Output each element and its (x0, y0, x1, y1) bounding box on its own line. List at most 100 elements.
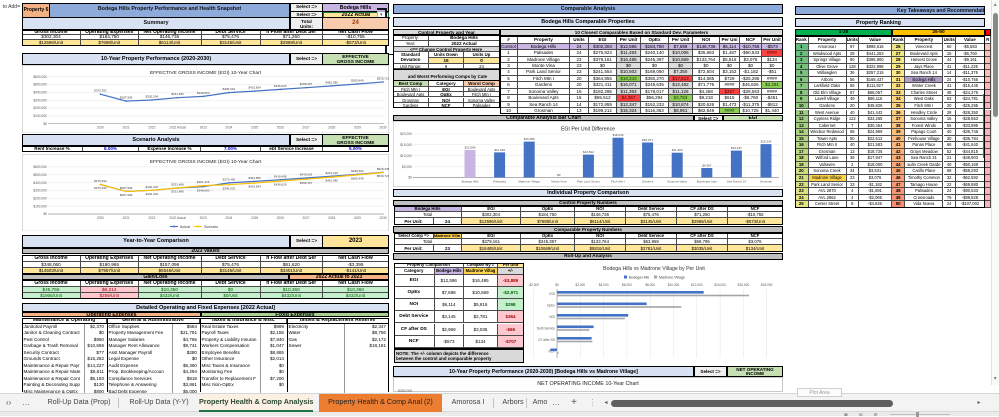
svg-text:Madrone Village: Madrone Village (518, 179, 540, 183)
svg-text:$505,449: $505,449 (351, 78, 364, 82)
svg-text:$331,486: $331,486 (171, 182, 184, 186)
svg-text:2022: 2022 (148, 216, 155, 220)
svg-text:2022 Actual: 2022 Actual (169, 125, 186, 129)
svg-text:$5,000: $5,000 (402, 165, 412, 169)
svg-text:Bodega Hills: Bodega Hills (629, 276, 649, 280)
svg-text:$375,392: $375,392 (94, 88, 107, 92)
svg-text:$4,000: $4,000 (599, 283, 609, 287)
svg-text:2021: 2021 (123, 125, 130, 129)
svg-text:Park Land Senior: Park Land Senior (577, 179, 600, 183)
svg-text:$16,000: $16,000 (738, 283, 750, 287)
svg-text:$458,457: $458,457 (300, 82, 313, 86)
svg-text:2028: 2028 (328, 125, 335, 129)
svg-text:$361,375: $361,375 (197, 180, 210, 184)
svg-text:2030: 2030 (380, 216, 387, 220)
svg-text:$12,347: $12,347 (731, 146, 742, 150)
svg-text:Gardens: Gardens (642, 179, 654, 183)
svg-text:$14,000: $14,000 (714, 283, 726, 287)
svg-text:$16,071: $16,071 (642, 138, 653, 142)
svg-text:$481,380: $481,380 (325, 80, 338, 84)
svg-text:2024: 2024 (225, 125, 232, 129)
svg-text:$302,304: $302,304 (146, 184, 159, 188)
svg-text:$10,000: $10,000 (400, 154, 412, 158)
svg-text:Madrone Village: Madrone Village (659, 276, 685, 280)
svg-text:2020: 2020 (97, 216, 104, 220)
svg-text:$500,000: $500,000 (33, 82, 47, 86)
svg-text:$0: $0 (408, 176, 412, 180)
svg-text:Debt Service: Debt Service (537, 327, 555, 331)
svg-text:2026: 2026 (277, 125, 284, 129)
svg-text:Bodega Hills: Bodega Hills (462, 179, 479, 183)
svg-text:$498,402: $498,402 (351, 168, 364, 172)
svg-text:$15,324: $15,324 (761, 140, 772, 144)
svg-text:$530,721: $530,721 (377, 76, 389, 80)
svg-text:2021: 2021 (123, 216, 130, 220)
svg-text:$400,000: $400,000 (33, 90, 47, 94)
svg-text:$600,000: $600,000 (33, 75, 47, 79)
svg-text:$375,392: $375,392 (94, 179, 107, 183)
svg-text:2024: 2024 (225, 216, 232, 220)
svg-text:NOI: NOI (549, 315, 555, 319)
svg-text:$16,485: $16,485 (524, 137, 535, 141)
svg-text:$470,219: $470,219 (325, 170, 338, 174)
svg-text:$287,909: $287,909 (120, 186, 133, 190)
svg-text:NCF: NCF (548, 350, 555, 354)
svg-text:$396,032: $396,032 (223, 186, 236, 190)
svg-text:Boulevard Apts: Boulevard Apts (697, 179, 718, 183)
svg-text:Bodega Hills vs Madrone Villag: Bodega Hills vs Madrone Village by Per U… (603, 266, 705, 272)
svg-text:$302,304: $302,304 (146, 191, 159, 195)
svg-text:$300,000: $300,000 (33, 98, 47, 102)
svg-text:$287,909: $287,909 (120, 95, 133, 99)
svg-text:2028: 2028 (328, 216, 335, 220)
svg-text:2023: 2023 (200, 125, 207, 129)
svg-text:$436,626: $436,626 (274, 182, 287, 186)
svg-text:EFFECTIVE GROSS INCOME (EGI) 1: EFFECTIVE GROSS INCOME (EGI) 10-Year Cha… (150, 70, 262, 76)
svg-text:$436,626: $436,626 (274, 84, 287, 88)
svg-text:2026: 2026 (277, 216, 284, 220)
svg-text:$348,060: $348,060 (197, 188, 210, 192)
svg-text:EGI: EGI (550, 292, 556, 296)
svg-text:$394,805: $394,805 (248, 176, 261, 180)
svg-text:2023: 2023 (200, 216, 207, 220)
svg-text:$348,060: $348,060 (197, 91, 210, 95)
svg-text:2027: 2027 (302, 216, 309, 220)
svg-text:$2,000: $2,000 (575, 283, 585, 287)
svg-text:$500,000: $500,000 (33, 172, 47, 176)
svg-text:2029: 2029 (354, 216, 361, 220)
svg-text:$396,032: $396,032 (223, 87, 236, 91)
svg-text:$373,456: $373,456 (223, 177, 236, 181)
svg-text:$300,000: $300,000 (33, 188, 47, 192)
svg-text:2022: 2022 (148, 125, 155, 129)
svg-text:$15,000: $15,000 (400, 143, 412, 147)
svg-text:$481,380: $481,380 (325, 178, 338, 182)
svg-text:$18,243: $18,243 (613, 133, 624, 137)
svg-text:$100,000: $100,000 (33, 204, 47, 208)
svg-text:2029: 2029 (354, 125, 361, 129)
svg-text:$287,909: $287,909 (120, 193, 133, 197)
svg-text:Scenario: Scenario (204, 225, 218, 229)
svg-text:$302,304: $302,304 (146, 94, 159, 98)
svg-text:2025: 2025 (251, 125, 258, 129)
svg-text:$11,393: $11,393 (672, 148, 683, 152)
svg-text:$4,367: $4,367 (702, 163, 712, 167)
svg-text:$200,000: $200,000 (33, 106, 47, 110)
svg-text:Sea Ranch 14: Sea Ranch 14 (727, 179, 746, 183)
svg-text:$458,457: $458,457 (300, 180, 313, 184)
svg-text:$200,000: $200,000 (33, 196, 47, 200)
svg-text:Palisades: Palisades (493, 179, 507, 183)
svg-text:$0: $0 (43, 122, 47, 126)
svg-text:2020: 2020 (97, 125, 104, 129)
svg-text:$0: $0 (557, 173, 561, 177)
svg-text:$0: $0 (555, 283, 559, 287)
svg-text:$331,486: $331,486 (171, 189, 184, 193)
svg-text:EFFECTIVE GROSS INCOME (EGI) 1: EFFECTIVE GROSS INCOME (EGI) 10-Year Cha… (150, 159, 262, 165)
svg-text:$10,000: $10,000 (668, 283, 680, 287)
svg-text:2022 Actual: 2022 Actual (169, 216, 186, 220)
svg-text:$6,000: $6,000 (622, 283, 632, 287)
svg-text:CF after DS: CF after DS (538, 338, 555, 342)
svg-text:$418,498: $418,498 (274, 174, 287, 178)
svg-text:$18,000: $18,000 (761, 283, 773, 287)
svg-text:Sonoma Valley: Sonoma Valley (667, 179, 687, 183)
svg-text:Actual: Actual (180, 225, 190, 229)
svg-text:EGI Per Unit Difference: EGI Per Unit Difference (561, 127, 615, 133)
